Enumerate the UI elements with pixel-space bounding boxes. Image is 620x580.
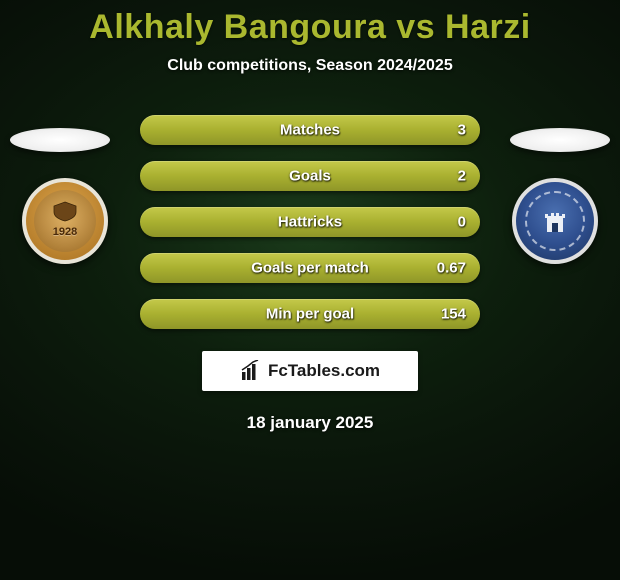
- castle-icon: [540, 206, 570, 236]
- chart-icon: [240, 360, 262, 382]
- club-badge-right: [512, 178, 598, 264]
- stat-row: Hattricks 0: [140, 207, 480, 237]
- stat-label: Min per goal: [266, 306, 354, 323]
- stat-row: Matches 3: [140, 115, 480, 145]
- stat-label: Matches: [280, 122, 340, 139]
- stat-value: 0.67: [437, 260, 466, 277]
- stats-table: Matches 3 Goals 2 Hattricks 0 Goals per …: [140, 115, 480, 329]
- brand-box[interactable]: FcTables.com: [202, 351, 418, 391]
- club-badge-left-year: 1928: [53, 226, 77, 238]
- stat-label: Hattricks: [278, 214, 342, 231]
- player-right-oval: [510, 128, 610, 152]
- stat-value: 2: [458, 168, 466, 185]
- club-badge-right-inner: [525, 191, 585, 251]
- player-left-oval: [10, 128, 110, 152]
- stat-value: 0: [458, 214, 466, 231]
- stat-row: Goals 2: [140, 161, 480, 191]
- stat-value: 154: [441, 306, 466, 323]
- content: Alkhaly Bangoura vs Harzi Club competiti…: [0, 0, 620, 580]
- stat-value: 3: [458, 122, 466, 139]
- date: 18 january 2025: [0, 413, 620, 433]
- stat-label: Goals per match: [251, 260, 369, 277]
- page-title: Alkhaly Bangoura vs Harzi: [0, 8, 620, 47]
- shield-icon: [50, 200, 80, 222]
- club-badge-left: 1928: [22, 178, 108, 264]
- stat-row: Goals per match 0.67: [140, 253, 480, 283]
- subtitle: Club competitions, Season 2024/2025: [0, 57, 620, 75]
- stat-label: Goals: [289, 168, 331, 185]
- stat-row: Min per goal 154: [140, 299, 480, 329]
- brand-text: FcTables.com: [268, 361, 380, 381]
- club-badge-left-inner: 1928: [34, 190, 96, 252]
